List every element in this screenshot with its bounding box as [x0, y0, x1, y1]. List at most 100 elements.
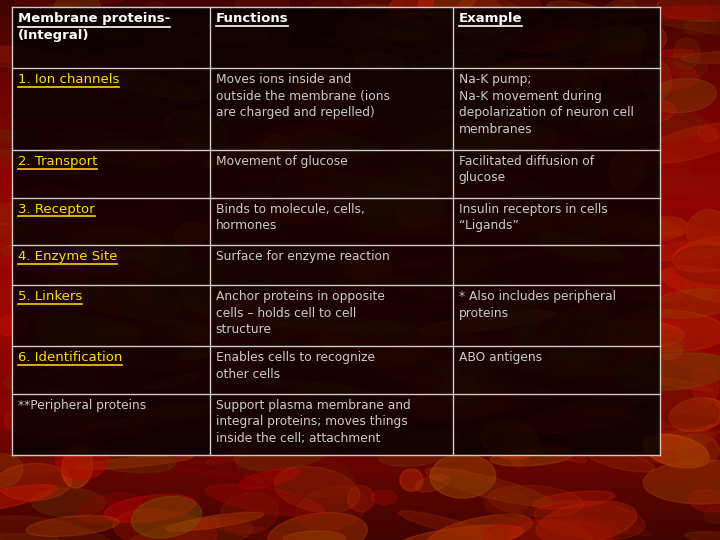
Ellipse shape: [43, 125, 98, 159]
Ellipse shape: [215, 12, 268, 53]
Ellipse shape: [0, 316, 26, 336]
Bar: [0, 425, 720, 426]
Bar: [0, 311, 720, 312]
Ellipse shape: [294, 286, 410, 312]
Ellipse shape: [380, 258, 467, 270]
Ellipse shape: [0, 200, 75, 225]
Bar: [0, 10, 720, 11]
Ellipse shape: [48, 147, 73, 166]
Bar: [0, 121, 720, 122]
Bar: [0, 73, 720, 74]
Ellipse shape: [462, 10, 550, 51]
Ellipse shape: [78, 51, 109, 93]
Bar: [0, 219, 720, 220]
Bar: [0, 68, 720, 69]
Bar: [0, 326, 720, 327]
Ellipse shape: [425, 468, 553, 507]
Bar: [0, 122, 720, 123]
Bar: [0, 386, 720, 387]
Ellipse shape: [652, 210, 720, 252]
Bar: [0, 342, 720, 343]
Bar: [0, 431, 720, 432]
Bar: [0, 207, 720, 208]
Bar: [0, 528, 720, 529]
Bar: [0, 134, 720, 135]
Ellipse shape: [145, 236, 169, 258]
Bar: [0, 351, 720, 352]
Bar: [0, 257, 720, 258]
Bar: [0, 99, 720, 100]
Bar: [0, 183, 720, 184]
Bar: [0, 433, 720, 434]
Ellipse shape: [426, 249, 542, 278]
Bar: [0, 57, 720, 58]
Bar: [0, 343, 720, 344]
Ellipse shape: [621, 115, 707, 144]
Bar: [0, 209, 720, 210]
Bar: [0, 365, 720, 366]
Bar: [0, 401, 720, 402]
Bar: [0, 526, 720, 527]
Bar: [0, 162, 720, 163]
Bar: [0, 281, 720, 282]
Bar: [0, 164, 720, 165]
Ellipse shape: [418, 310, 555, 334]
Bar: [0, 240, 720, 241]
Ellipse shape: [539, 17, 639, 25]
Bar: [0, 393, 720, 394]
Bar: [0, 485, 720, 486]
Bar: [0, 447, 720, 448]
Text: Na-K pump;
Na-K movement during
depolarization of neuron cell
membranes: Na-K pump; Na-K movement during depolari…: [459, 73, 634, 136]
Bar: [0, 260, 720, 261]
Ellipse shape: [140, 46, 277, 56]
Bar: [0, 402, 720, 403]
Bar: [0, 336, 720, 337]
Bar: [0, 533, 720, 534]
Ellipse shape: [215, 64, 257, 97]
Bar: [0, 291, 720, 292]
Ellipse shape: [348, 485, 374, 512]
Bar: [0, 29, 720, 30]
Bar: [0, 324, 720, 325]
Bar: [0, 28, 720, 29]
Bar: [0, 229, 720, 230]
Bar: [0, 64, 720, 65]
Bar: [0, 67, 720, 68]
Ellipse shape: [94, 325, 202, 371]
Ellipse shape: [0, 127, 52, 159]
Ellipse shape: [195, 249, 234, 292]
Ellipse shape: [570, 339, 652, 376]
Bar: [0, 110, 720, 111]
Bar: [0, 145, 720, 146]
Bar: [0, 471, 720, 472]
Bar: [0, 213, 720, 214]
Bar: [0, 506, 720, 507]
Bar: [12, 198, 210, 245]
Bar: [0, 370, 720, 371]
Bar: [0, 27, 720, 28]
Bar: [0, 267, 720, 268]
Bar: [0, 286, 720, 287]
Bar: [0, 327, 720, 328]
Bar: [0, 50, 720, 51]
Ellipse shape: [95, 52, 180, 92]
Ellipse shape: [615, 327, 692, 347]
Bar: [210, 394, 453, 455]
Text: 6. Identification: 6. Identification: [18, 352, 122, 365]
Ellipse shape: [534, 501, 645, 540]
Bar: [0, 387, 720, 388]
Ellipse shape: [438, 362, 461, 377]
Text: Example: Example: [459, 12, 522, 25]
Bar: [0, 201, 720, 202]
Ellipse shape: [555, 327, 685, 361]
Bar: [0, 147, 720, 148]
Ellipse shape: [616, 254, 673, 284]
Bar: [0, 151, 720, 152]
Ellipse shape: [454, 336, 570, 354]
Bar: [0, 423, 720, 424]
Bar: [0, 131, 720, 132]
Bar: [0, 241, 720, 242]
Bar: [453, 7, 660, 68]
Bar: [12, 245, 210, 285]
Bar: [0, 253, 720, 254]
